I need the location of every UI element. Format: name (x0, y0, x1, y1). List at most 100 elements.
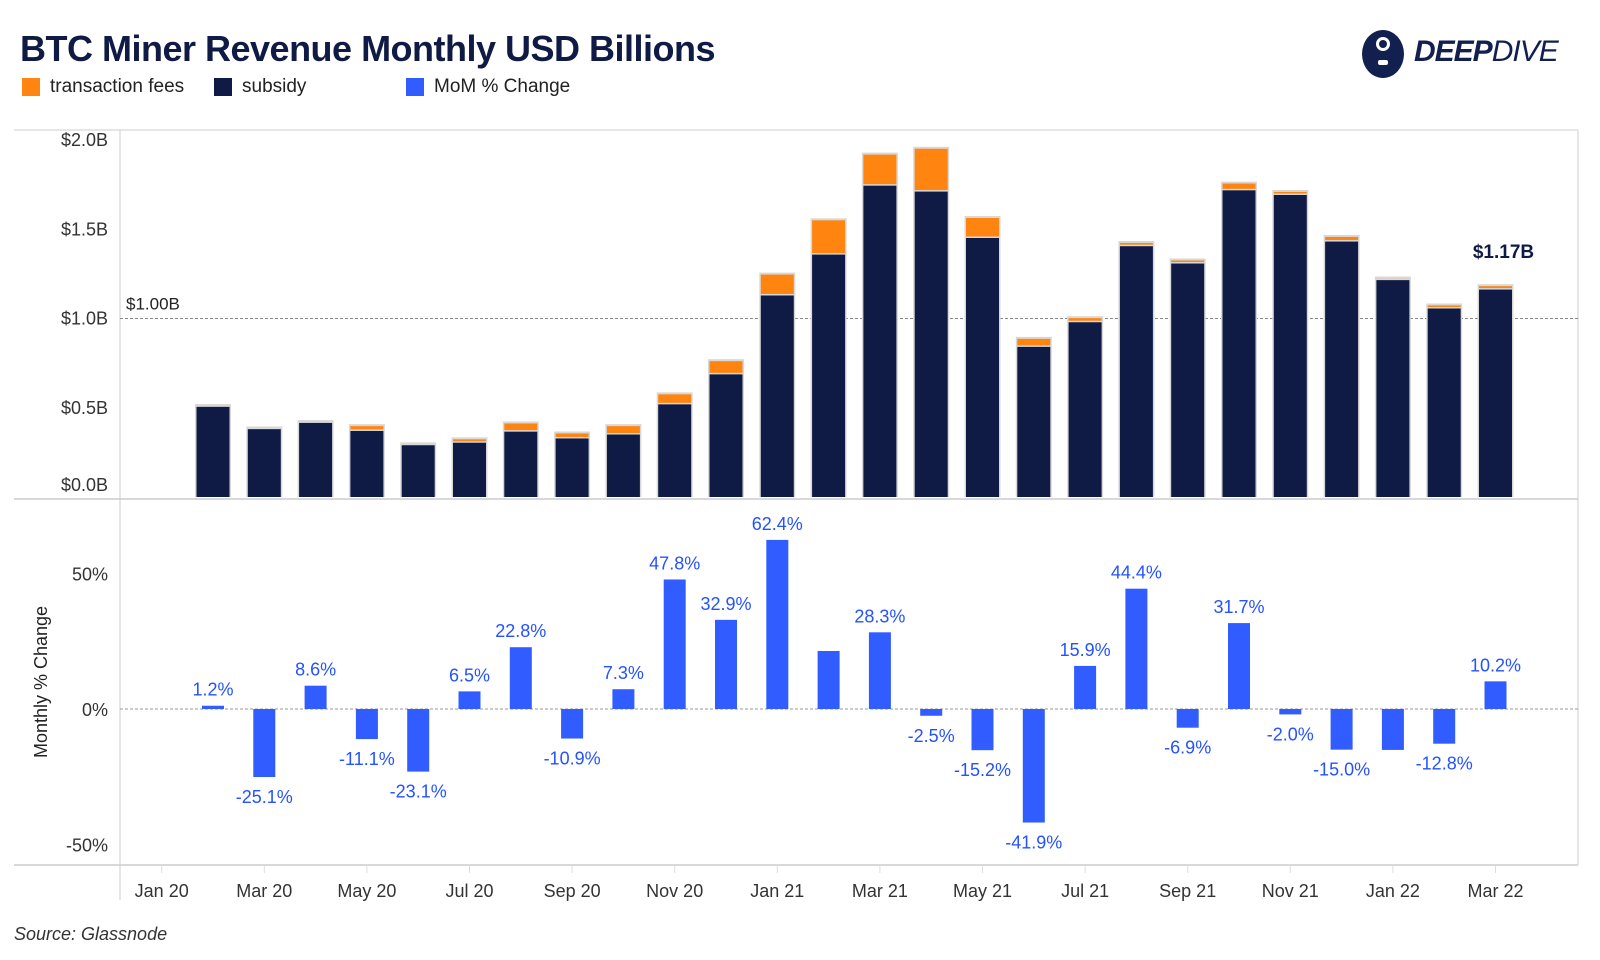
mom-data-label: -2.0% (1267, 724, 1314, 744)
fees-bar (555, 433, 589, 437)
source-note: Source: Glassnode (14, 924, 168, 944)
mom-bar (1279, 709, 1302, 715)
mom-bar (1176, 709, 1199, 728)
x-tick-label: Jan 20 (135, 881, 189, 901)
x-tick-label: Nov 20 (646, 881, 703, 901)
mom-data-label: -41.9% (1005, 833, 1062, 853)
mom-data-label: 6.5% (449, 665, 490, 685)
mom-bar (1433, 709, 1456, 744)
mom-bar (971, 709, 994, 751)
mom-bar (1125, 588, 1148, 709)
fees-swatch-icon (22, 78, 40, 96)
mom-data-label: -2.5% (908, 726, 955, 746)
subsidy-bar (1427, 308, 1461, 497)
mom-bar (202, 705, 224, 709)
fees-bar (1068, 318, 1102, 321)
mom-bar (766, 539, 789, 709)
x-tick-label: Nov 21 (1262, 881, 1319, 901)
subsidy-bar (812, 254, 846, 497)
deepdive-logo: DEEPDIVE (1360, 24, 1559, 80)
subsidy-bar (299, 422, 333, 497)
subsidy-bar (1171, 263, 1205, 497)
x-tick-label: Sep 21 (1159, 881, 1216, 901)
mom-data-label: -6.9% (1164, 738, 1211, 758)
fees-bar (914, 148, 948, 191)
legend-item-fees: transaction fees (22, 76, 184, 98)
y-tick-label: $0.5B (61, 398, 108, 418)
fees-bar (1273, 191, 1307, 194)
fees-bar (812, 220, 846, 254)
mom-bar (817, 651, 840, 709)
legend-item-mom: MoM % Change (406, 76, 570, 98)
x-tick-label: Mar 22 (1467, 881, 1523, 901)
fees-bar (504, 423, 538, 431)
subsidy-bar (966, 237, 999, 497)
mom-bar (509, 647, 532, 709)
subsidy-bar (1068, 322, 1102, 497)
mom-data-label: 8.6% (295, 660, 336, 680)
fees-bar (453, 439, 486, 442)
y-tick-label: $1.5B (61, 219, 108, 239)
fees-bar (1222, 183, 1256, 189)
legend-label: transaction fees (50, 76, 185, 97)
mom-bar (1330, 709, 1353, 750)
logo-bold: DEEP (1414, 35, 1493, 68)
mom-swatch-icon (406, 78, 424, 96)
fees-bar (760, 274, 794, 294)
y-tick-label: 0% (82, 700, 108, 720)
y-tick-label: $1.0B (61, 309, 108, 329)
mom-bar (868, 632, 891, 709)
subsidy-bar (1222, 190, 1256, 497)
mom-data-label: -15.0% (1313, 760, 1370, 780)
subsidy-bar (1119, 246, 1153, 497)
mom-data-label: 10.2% (1470, 655, 1521, 675)
mom-data-label: -10.9% (544, 749, 601, 769)
fees-bar (1427, 305, 1461, 308)
mom-bar (1022, 709, 1045, 823)
mom-data-label: 44.4% (1111, 563, 1162, 583)
mom-data-label: 31.7% (1213, 597, 1264, 617)
fees-bar (863, 154, 897, 185)
subsidy-bar (1325, 241, 1359, 497)
mom-bar (355, 709, 378, 740)
fees-bar (1479, 286, 1512, 289)
subsidy-bar (453, 442, 486, 497)
legend-label: subsidy (242, 76, 307, 97)
x-tick-label: Jul 20 (445, 881, 493, 901)
mom-bar (612, 689, 635, 709)
mom-data-label: -11.1% (339, 749, 395, 769)
fees-bar (1171, 260, 1205, 263)
x-tick-label: Jan 22 (1366, 881, 1420, 901)
diver-helmet-icon (1362, 30, 1404, 78)
mom-data-label: 1.2% (192, 680, 233, 700)
mom-bar (407, 709, 430, 772)
mom-bar (1228, 623, 1250, 709)
mom-data-label: -15.2% (954, 760, 1011, 780)
subsidy-bar (504, 431, 538, 497)
mom-bar (1074, 665, 1097, 709)
x-tick-label: Jan 21 (750, 881, 804, 901)
fees-bar (350, 426, 384, 430)
mom-data-label: -23.1% (390, 782, 447, 802)
logo-thin: DIVE (1491, 35, 1559, 68)
mom-bar (458, 691, 481, 709)
logo-text: DEEPDIVE (1414, 35, 1559, 69)
mom-data-label: 7.3% (603, 663, 644, 683)
subsidy-bar (914, 191, 948, 498)
subsidy-swatch-icon (214, 78, 232, 96)
mom-data-label: 22.8% (495, 621, 546, 641)
mom-bar (1484, 681, 1507, 709)
y-tick-label: -50% (66, 836, 108, 856)
mom-data-label: 47.8% (649, 553, 700, 573)
x-tick-label: May 20 (337, 881, 396, 901)
subsidy-bar (863, 185, 897, 498)
subsidy-bar (350, 430, 384, 497)
mom-data-label: -12.8% (1416, 754, 1473, 774)
subsidy-bar (760, 295, 794, 497)
legend-label: MoM % Change (434, 76, 571, 97)
mom-bar (715, 619, 737, 709)
fees-bar (1017, 338, 1051, 346)
mom-bar (253, 709, 276, 778)
fees-bar (966, 218, 999, 237)
y-tick-label: $2.0B (61, 130, 108, 150)
